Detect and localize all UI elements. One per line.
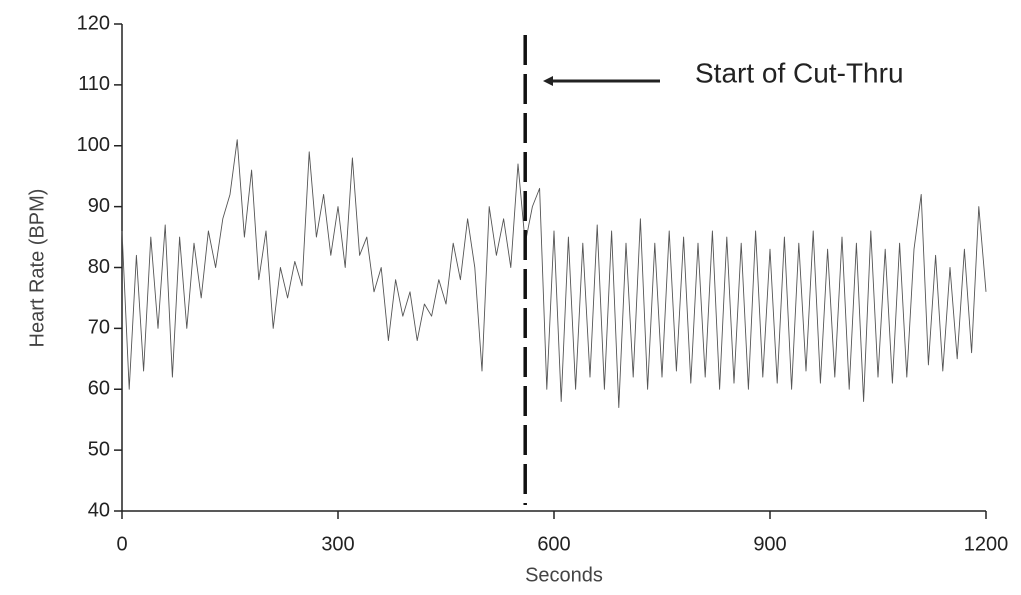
x-tick-label: 900 — [753, 533, 786, 555]
y-axis-label: Heart Rate (BPM) — [26, 189, 48, 348]
y-tick-label: 100 — [77, 134, 110, 156]
line — [121, 139, 987, 408]
arrow-head — [543, 76, 553, 86]
y-tick-label: 60 — [88, 378, 110, 400]
x-tick-label: 0 — [116, 533, 127, 555]
x-tick-label: 300 — [321, 533, 354, 555]
x-axis-label: Seconds — [525, 564, 603, 586]
annotation: Start of Cut-Thru — [695, 57, 904, 88]
y-tick-label: 50 — [88, 438, 110, 460]
y-tick-label: 70 — [88, 317, 110, 339]
y-tick-label: 80 — [88, 256, 110, 278]
y-tick-label: 110 — [78, 73, 110, 95]
y-tick-label: 40 — [88, 499, 110, 521]
x-tick-label: 1200 — [964, 533, 1009, 555]
y-tick-label: 90 — [88, 195, 110, 217]
y-tick-label: 120 — [77, 12, 110, 34]
x-tick-label: 600 — [537, 533, 570, 555]
